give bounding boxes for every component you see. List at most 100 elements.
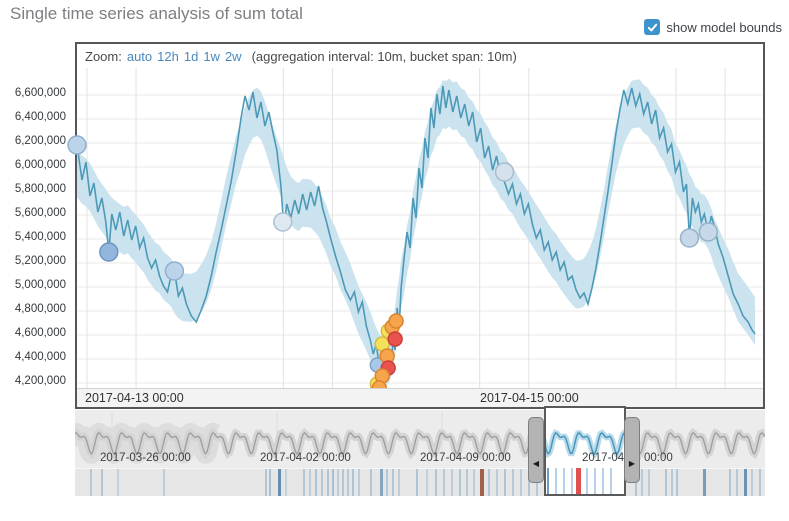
anomaly-marker[interactable]	[274, 213, 292, 231]
swimlane-cell	[337, 469, 339, 496]
aggregation-note: (aggregation interval: 10m, bucket span:…	[252, 49, 517, 64]
swimlane-cell	[398, 469, 400, 496]
zoom-option-auto[interactable]: auto	[127, 49, 152, 64]
zoom-option-1d[interactable]: 1d	[184, 49, 198, 64]
brush-swimlane-cell	[594, 468, 596, 494]
context-tick-label: 2017-04-09 00:00	[420, 452, 511, 464]
chevron-right-icon: ▶	[629, 459, 635, 468]
anomaly-marker[interactable]	[100, 243, 118, 261]
swimlane-cell	[117, 469, 119, 496]
swimlane-cell	[347, 469, 349, 496]
page-title: Single time series analysis of sum total	[10, 4, 303, 24]
y-axis-tick-label: 4,200,000	[0, 375, 66, 387]
anomaly-marker[interactable]	[165, 262, 183, 280]
zoom-option-1w[interactable]: 1w	[203, 49, 220, 64]
swimlane-cell	[315, 469, 317, 496]
single-metric-viewer: Single time series analysis of sum total…	[0, 0, 789, 521]
chevron-left-icon: ◀	[533, 459, 539, 468]
zoom-option-2w[interactable]: 2w	[225, 49, 242, 64]
anomaly-swimlane[interactable]	[75, 468, 765, 496]
y-axis-tick-label: 5,600,000	[0, 207, 66, 219]
anomaly-marker[interactable]	[699, 223, 717, 241]
anomaly-marker[interactable]	[496, 163, 514, 181]
show-model-bounds-checkbox[interactable]	[644, 19, 660, 35]
brush-swimlane-cell	[571, 468, 573, 494]
swimlane-cell	[163, 469, 165, 496]
checkmark-icon	[647, 22, 658, 33]
swimlane-cell	[473, 469, 475, 496]
model-bounds-band	[77, 78, 755, 386]
swimlane-cell	[392, 469, 394, 496]
zoom-option-12h[interactable]: 12h	[157, 49, 179, 64]
brush-tick-label: 2017-04-16 00:00	[582, 452, 626, 464]
anomaly-marker-major[interactable]	[389, 314, 403, 328]
swimlane-cell	[496, 469, 498, 496]
swimlane-cell	[342, 469, 344, 496]
swimlane-cell	[751, 469, 753, 496]
y-axis-tick-label: 5,400,000	[0, 231, 66, 243]
swimlane-cell	[265, 469, 267, 496]
swimlane-cell	[744, 469, 747, 496]
swimlane-cell	[380, 469, 383, 496]
x-axis-tick-label: 2017-04-13 00:00	[85, 391, 184, 405]
zoom-toolbar: Zoom: auto 12h 1d 1w 2w (aggregation interval:…	[77, 44, 763, 68]
swimlane-cell	[321, 469, 323, 496]
swimlane-cell	[269, 469, 271, 496]
y-axis-tick-label: 5,800,000	[0, 183, 66, 195]
y-axis-tick-label: 4,600,000	[0, 327, 66, 339]
context-tick-label: 2017-03-26 00:00	[100, 452, 191, 464]
anomaly-marker-critical[interactable]	[388, 332, 402, 346]
zoom-links: auto 12h 1d 1w 2w	[122, 49, 242, 64]
swimlane-cell	[480, 469, 484, 496]
swimlane-cell	[466, 469, 468, 496]
swimlane-cell	[520, 469, 522, 496]
swimlane-cell	[641, 469, 643, 496]
brush-handle-right[interactable]: ▶	[624, 417, 640, 483]
swimlane-cell	[759, 469, 761, 496]
x-axis: 2017-04-13 00:00 2017-04-15 00:00	[77, 388, 763, 407]
y-axis-tick-label: 5,000,000	[0, 279, 66, 291]
show-model-bounds-label: show model bounds	[666, 20, 782, 35]
brush-handle-left[interactable]: ◀	[528, 417, 544, 483]
swimlane-cell	[671, 469, 673, 496]
focus-chart-svg[interactable]	[77, 68, 763, 388]
brush-swimlane-cell	[563, 468, 565, 494]
show-model-bounds-control[interactable]: show model bounds	[644, 19, 782, 35]
anomaly-marker[interactable]	[680, 229, 698, 247]
swimlane-cell	[451, 469, 453, 496]
swimlane-cell	[358, 469, 360, 496]
focus-chart[interactable]	[77, 68, 763, 388]
swimlane-cell	[370, 469, 372, 496]
y-axis-tick-label: 6,000,000	[0, 159, 66, 171]
swimlane-cell	[729, 469, 731, 496]
y-axis-tick-label: 6,200,000	[0, 135, 66, 147]
swimlane-cell	[332, 469, 334, 496]
brush-swimlane-cell	[547, 468, 549, 494]
swimlane-cell	[278, 469, 281, 496]
swimlane-cell	[309, 469, 311, 496]
anomaly-marker[interactable]	[68, 136, 86, 154]
swimlane-cell	[386, 469, 388, 496]
swimlane-cell	[101, 469, 103, 496]
y-axis-tick-label: 4,800,000	[0, 303, 66, 315]
swimlane-cell	[504, 469, 506, 496]
swimlane-cell	[443, 469, 445, 496]
swimlane-cell	[459, 469, 461, 496]
swimlane-cell	[736, 469, 738, 496]
y-axis-tick-label: 4,400,000	[0, 351, 66, 363]
brush-swimlane	[546, 468, 624, 494]
x-axis-tick-label: 2017-04-15 00:00	[480, 391, 579, 405]
swimlane-cell	[303, 469, 305, 496]
context-chart[interactable]: 2017-03-26 00:00 2017-04-02 00:00 2017-04-…	[75, 410, 765, 468]
zoom-label: Zoom:	[85, 49, 122, 64]
swimlane-cell	[435, 469, 437, 496]
y-axis-tick-label: 6,400,000	[0, 111, 66, 123]
brush-swimlane-cell	[610, 468, 612, 494]
time-range-brush[interactable]: 2017-04-16 00:00	[544, 406, 626, 496]
context-tick-label: 2017-04-02 00:00	[260, 452, 351, 464]
swimlane-cell	[90, 469, 92, 496]
swimlane-cell	[512, 469, 514, 496]
swimlane-cell	[352, 469, 354, 496]
chart-frame: Zoom: auto 12h 1d 1w 2w (aggregation interval:…	[75, 42, 765, 409]
swimlane-cell	[665, 469, 667, 496]
